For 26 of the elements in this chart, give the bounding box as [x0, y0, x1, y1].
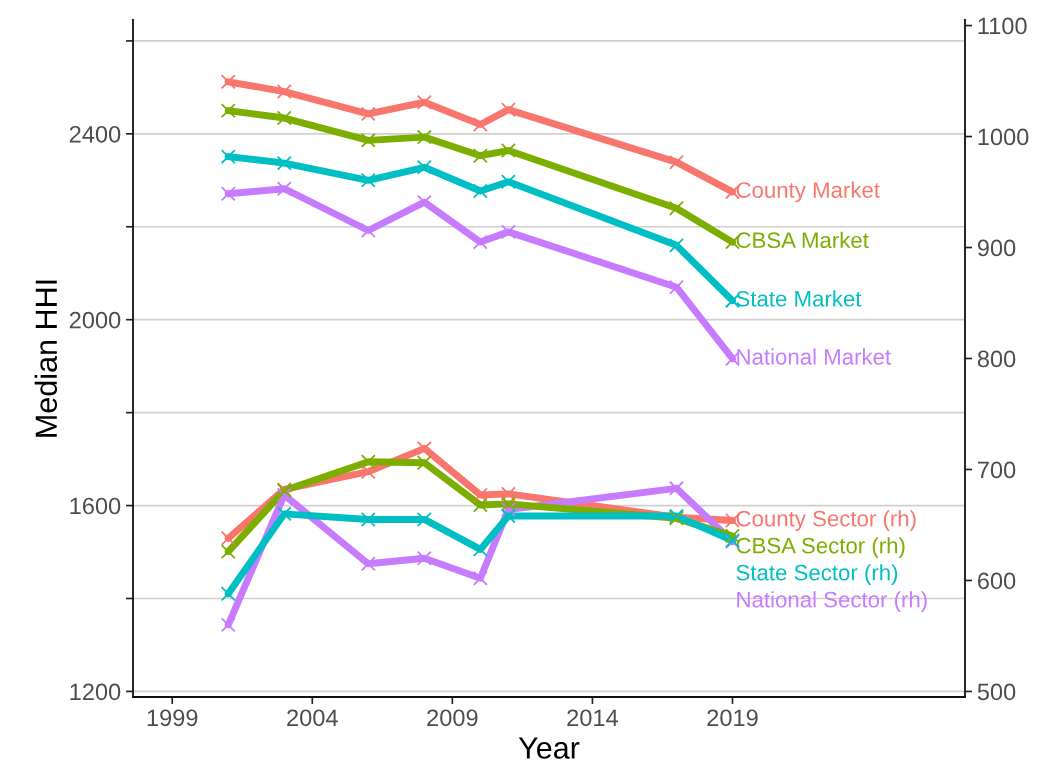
y2-tick-label: 700	[978, 461, 1016, 479]
y2-tick-label: 800	[977, 350, 1016, 368]
x-tick-label: 2014	[567, 709, 618, 727]
series-label: CBSA Market	[736, 231, 869, 249]
y2-tick-label: 1100	[978, 17, 1027, 35]
y2-tick-label: 1000	[978, 128, 1029, 146]
y-tick-label: 1200	[70, 683, 121, 701]
x-tick-label: 2019	[707, 709, 758, 727]
y-tick-label: 1600	[70, 497, 121, 515]
x-tick-label: 1999	[147, 709, 198, 727]
y2-tick-label: 600	[978, 572, 1016, 590]
series-label: CBSA Sector (rh)	[736, 537, 905, 558]
x-tick-label: 2004	[287, 709, 338, 727]
series-label: County Market	[736, 181, 880, 203]
series-label: National Sector (rh)	[737, 591, 927, 612]
y2-tick-label: 900	[977, 239, 1016, 257]
series-label: State Market	[736, 290, 862, 307]
y-tick-label: 2000	[69, 311, 121, 329]
series-label: National Market	[737, 348, 891, 365]
y-axis-title: Median HHI	[34, 280, 58, 437]
y-tick-label: 2400	[69, 125, 121, 143]
series-label: State Sector (rh)	[736, 564, 898, 585]
x-tick-label: 2009	[427, 709, 478, 727]
series-label: County Sector (rh)	[736, 510, 916, 531]
x-axis-title: Year	[518, 737, 580, 759]
y2-tick-label: 500	[977, 683, 1016, 701]
